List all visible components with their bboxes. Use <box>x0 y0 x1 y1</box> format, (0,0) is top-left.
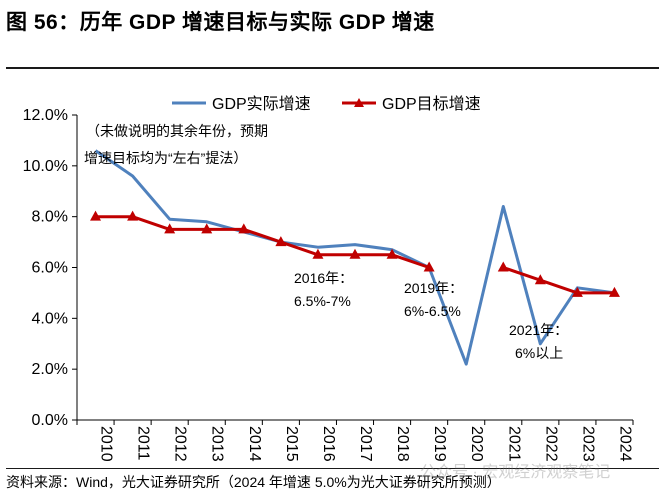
x-tick-label: 2017 <box>357 426 374 462</box>
target-marker <box>201 223 213 234</box>
y-tick-label: 0.0% <box>32 412 68 429</box>
x-tick-label: 2016 <box>320 426 337 462</box>
x-tick-label: 2021 <box>505 426 522 462</box>
top-rule <box>6 67 659 69</box>
annotation-2019-line-2: 6%-6.5% <box>404 303 461 319</box>
annotation-2016-line-1: 2016年： <box>294 270 353 286</box>
target-marker <box>608 286 620 297</box>
y-tick-label: 8.0% <box>32 209 68 226</box>
target-marker <box>571 286 583 297</box>
x-tick-label: 2011 <box>135 426 152 461</box>
y-ticks: 0.0% 2.0% 4.0% 6.0% 8.0% 10.0% 12.0% <box>23 107 77 429</box>
target-marker <box>423 261 435 272</box>
x-tick-label: 2014 <box>246 426 263 462</box>
y-tick-label: 6.0% <box>32 260 68 277</box>
x-tick-label: 2022 <box>542 426 559 462</box>
annotations: （未做说明的其余年份，预期 增速目标均为“左右”提法） 2016年： 6.5%-… <box>84 123 568 361</box>
target-marker <box>164 223 176 234</box>
y-tick-label: 2.0% <box>32 361 68 378</box>
x-tick-label: 2019 <box>431 426 448 462</box>
y-tick-label: 4.0% <box>32 310 68 327</box>
source-note: 资料来源：Wind，光大证券研究所（2024 年增速 5.0%为光大证券研究所预… <box>6 474 501 490</box>
x-tick-label: 2013 <box>209 426 226 462</box>
series-line-target <box>95 215 615 295</box>
target-marker <box>275 236 287 247</box>
annotation-2021-line-2: 6%以上 <box>515 345 563 361</box>
series-line-target-segment <box>502 266 615 295</box>
series-line-target-segment <box>95 215 430 269</box>
x-tick-label: 2015 <box>283 426 300 462</box>
target-marker <box>238 223 250 234</box>
legend: GDP实际增速 GDP目标增速 <box>172 95 481 113</box>
x-ticks: 2010 2011 2012 2013 2014 2015 2016 2017 2018 2019… <box>76 420 634 462</box>
x-tick-label: 2020 <box>468 426 485 462</box>
target-marker <box>534 274 546 285</box>
x-tick-label: 2018 <box>394 426 411 462</box>
annotation-2019-line-1: 2019年： <box>404 280 463 296</box>
x-tick-label: 2023 <box>579 426 596 462</box>
y-tick-label: 10.0% <box>23 158 68 175</box>
legend-target-marker <box>354 98 364 107</box>
target-marker <box>127 210 139 221</box>
series-line-actual <box>94 149 615 366</box>
target-marker <box>349 248 361 259</box>
legend-target-label: GDP目标增速 <box>382 95 481 113</box>
target-marker <box>497 261 509 272</box>
x-tick-label: 2012 <box>172 426 189 462</box>
target-marker <box>90 210 102 221</box>
x-tick-label: 2010 <box>98 426 115 462</box>
note-line-1: （未做说明的其余年份，预期 <box>86 123 268 139</box>
annotation-2021-line-1: 2021年： <box>509 322 568 338</box>
y-tick-label: 12.0% <box>23 107 68 124</box>
series-markers-target <box>90 210 620 297</box>
target-marker <box>386 248 398 259</box>
annotation-2016-line-2: 6.5%-7% <box>294 293 351 309</box>
legend-actual-label: GDP实际增速 <box>212 95 311 113</box>
bottom-rule <box>6 468 659 469</box>
x-tick-label: 2024 <box>616 426 633 462</box>
watermark: 公众号 · 宏观经济观察笔记 <box>420 464 611 481</box>
target-marker <box>312 248 324 259</box>
figure-title: 图 56：历年 GDP 增速目标与实际 GDP 增速 <box>6 11 435 34</box>
note-line-2: 增速目标均为“左右”提法） <box>84 150 247 166</box>
